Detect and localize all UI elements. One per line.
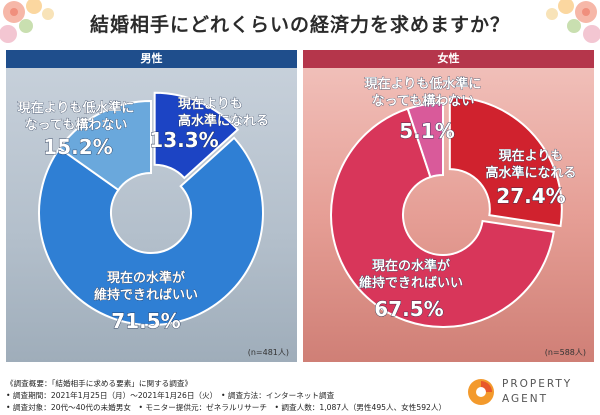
pie-slice-1 xyxy=(38,136,264,326)
slice-value-label: 71.5% xyxy=(111,309,180,333)
property-agent-logo-icon xyxy=(468,379,494,405)
pie-slice-2 xyxy=(58,99,152,192)
slice-value-label: 27.4% xyxy=(496,184,565,208)
footer: 《調査概要：「結婚相手に求める要素」に関する調査》 • 調査期間：2021年1月… xyxy=(0,364,600,415)
slice-label-line1: 現在よりも xyxy=(178,96,243,112)
slice-label-line2: 維持できればいい xyxy=(359,275,463,291)
pie-slice-0 xyxy=(153,91,240,180)
slice-label-line1: 現在よりも低水準に xyxy=(18,100,135,116)
slice-label-line1: 現在よりも xyxy=(499,148,564,164)
female-panel-header: 女性 xyxy=(303,50,594,68)
pie-slice-0 xyxy=(448,96,563,228)
slice-value-label: 67.5% xyxy=(374,297,443,321)
survey-target: • 調査対象：20代～40代の未婚男女 • モニター提供元：ゼネラルリサーチ •… xyxy=(6,403,447,412)
male-sample-size: (n=481人) xyxy=(247,348,289,357)
logo-text-agent: AGENT xyxy=(502,393,549,405)
male-panel-header: 男性 xyxy=(6,50,297,68)
slice-value-label: 15.2% xyxy=(43,135,112,159)
header: 結婚相手にどれくらいの経済力を求めますか？ xyxy=(0,0,600,48)
slice-value-label: 5.1% xyxy=(399,119,454,143)
female-panel: 女性 現在よりも 高水準になれる 27.4% 現在の水準が 維持できればいい 67.5% 現… xyxy=(303,50,594,362)
male-panel: 男性 現在よりも 高水準になれる 13.3% 現在の水準が 維持できればいい 71.5% 現… xyxy=(6,50,297,362)
logo-text-property: PROPERTY xyxy=(502,378,573,390)
slice-label-line1: 現在の水準が xyxy=(107,270,185,286)
flower-decoration-icon xyxy=(546,0,600,43)
flower-decoration-icon xyxy=(0,0,54,43)
pie-slice-2 xyxy=(406,101,444,179)
slice-label-line1: 現在の水準が xyxy=(372,258,450,274)
slice-label-line2: 高水準になれる xyxy=(485,165,576,181)
pie-slice-1 xyxy=(330,107,555,328)
page-title: 結婚相手にどれくらいの経済力を求めますか？ xyxy=(89,14,510,36)
slice-value-label: 13.3% xyxy=(149,128,218,152)
slice-label-line1: 現在よりも低水準に xyxy=(365,76,482,92)
survey-period: • 調査期間：2021年1月25日（月）～2021年1月26日（火） • 調査方… xyxy=(6,391,335,400)
slice-label-line2: 高水準になれる xyxy=(178,113,269,129)
slice-label-line2: なっても構わない xyxy=(25,117,128,133)
female-sample-size: (n=588人) xyxy=(544,348,586,357)
slice-label-line2: 維持できればいい xyxy=(94,287,198,303)
slice-label-line2: なっても構わない xyxy=(372,93,475,109)
survey-title: 《調査概要：「結婚相手に求める要素」に関する調査》 xyxy=(6,379,193,388)
